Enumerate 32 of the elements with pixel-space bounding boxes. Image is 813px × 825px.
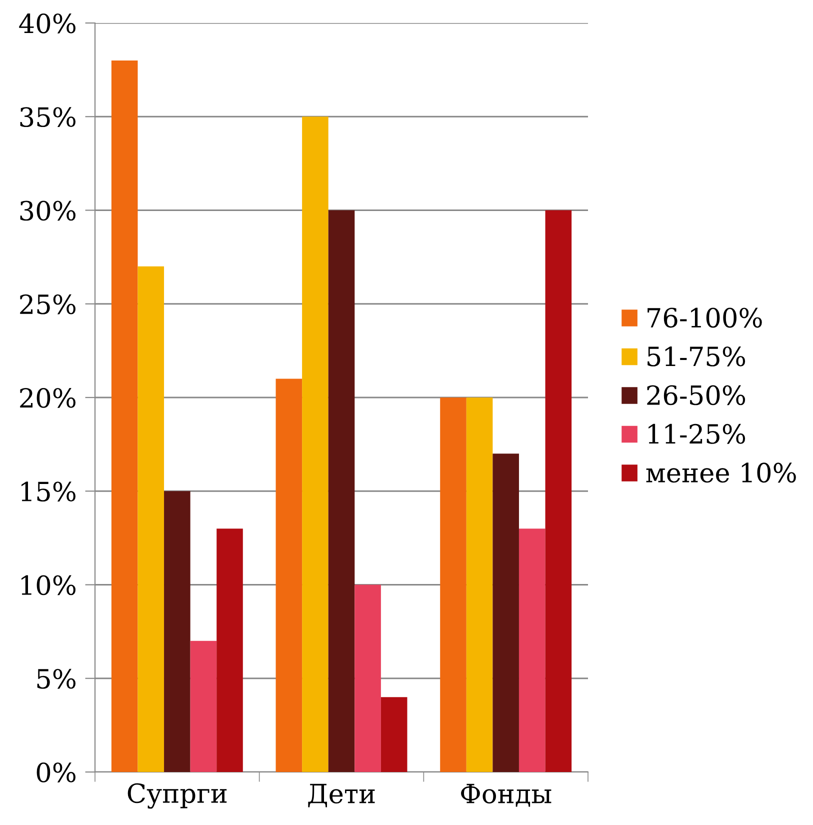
- bar: [164, 491, 190, 772]
- x-tick-label: Супрги: [128, 783, 227, 809]
- y-tick-label: 15%: [22, 482, 76, 502]
- bar: [302, 116, 328, 772]
- y-tick-label: 30%: [20, 200, 76, 221]
- bar: [518, 528, 546, 772]
- bar: [111, 60, 138, 772]
- bar: [276, 378, 302, 772]
- bar: [216, 528, 243, 772]
- y-tick-label: 35%: [20, 107, 76, 128]
- bar: [138, 266, 164, 772]
- y-tick-label: 20%: [20, 388, 76, 408]
- bar: [492, 454, 519, 772]
- y-tick-label: 10%: [22, 575, 76, 596]
- legend-label: 51-75%: [648, 346, 746, 366]
- bar: [354, 584, 381, 772]
- y-tick-label: 0%: [36, 762, 76, 782]
- x-tick-label: Дети: [308, 784, 375, 808]
- bar: [440, 398, 466, 772]
- y-tick-label: 25%: [20, 294, 76, 314]
- legend-label: менее 10%: [646, 462, 796, 483]
- bar: [328, 210, 355, 772]
- y-tick-label: 5%: [37, 668, 76, 689]
- bar: [466, 398, 493, 772]
- legend-label: 26-50%: [647, 385, 746, 406]
- bar: [190, 640, 217, 772]
- y-tick-label: 40%: [19, 13, 76, 34]
- bar: [545, 210, 572, 772]
- legend-label: 11-25%: [648, 424, 746, 444]
- bar: [380, 697, 408, 772]
- legend-label: 76-100%: [648, 308, 762, 328]
- x-tick-label: Фонды: [461, 784, 552, 807]
